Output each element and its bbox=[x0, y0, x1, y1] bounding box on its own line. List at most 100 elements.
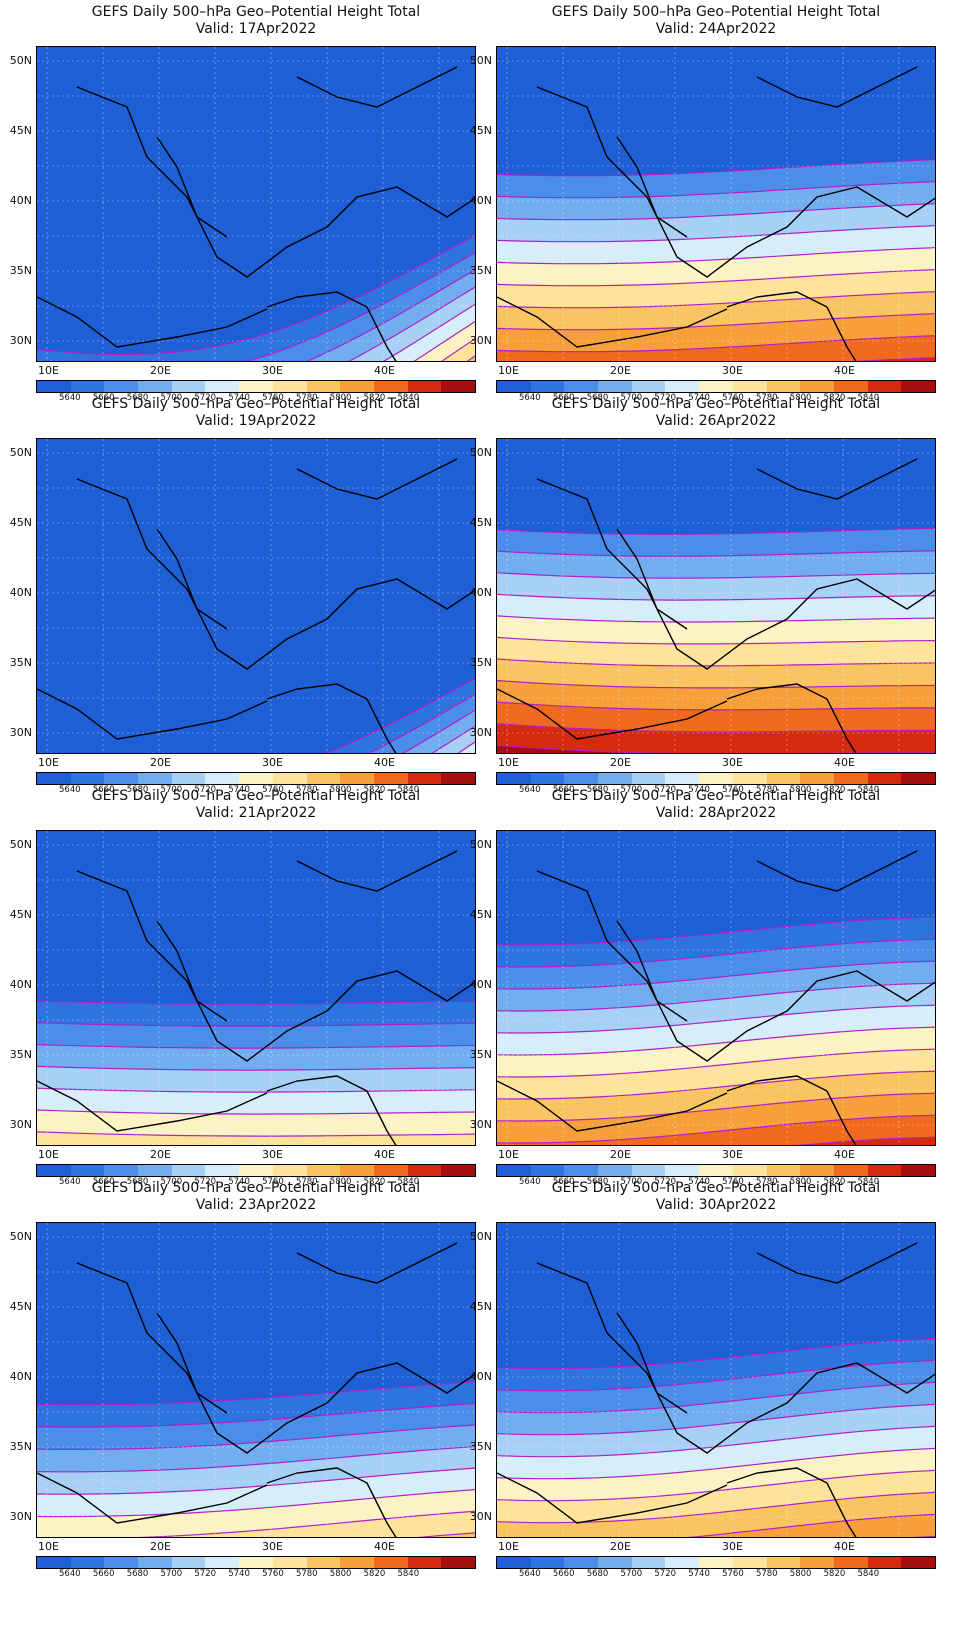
colorbar-label: 5640 bbox=[59, 785, 81, 795]
contour-line bbox=[497, 1359, 935, 1392]
map-panel: GEFS Daily 500–hPa Geo–Potential Height … bbox=[460, 392, 936, 795]
latitude-label: 50N bbox=[469, 838, 492, 851]
longitude-label: 20E bbox=[610, 1148, 631, 1161]
contour-line bbox=[368, 693, 475, 753]
colorbar-label: 5840 bbox=[397, 1569, 420, 1579]
colorbar-swatch bbox=[598, 773, 632, 784]
contour-line bbox=[37, 1087, 475, 1093]
contour-line bbox=[795, 1136, 935, 1145]
colorbar-label: 5740 bbox=[688, 785, 710, 795]
contour-line bbox=[37, 1044, 475, 1049]
colorbar-label: 5720 bbox=[654, 1177, 677, 1187]
colorbar-swatch bbox=[699, 1165, 733, 1176]
colorbar-label: 5720 bbox=[654, 785, 677, 795]
colorbar-label: 5660 bbox=[552, 785, 575, 795]
colorbar-swatch bbox=[867, 381, 902, 392]
colorbar-swatch bbox=[70, 381, 105, 392]
coastline bbox=[296, 66, 458, 108]
map-area bbox=[496, 438, 936, 754]
contour-line bbox=[348, 286, 475, 361]
contour-line bbox=[497, 181, 935, 199]
colorbar-swatch bbox=[104, 773, 139, 784]
contour-line bbox=[497, 723, 935, 733]
colorbar-swatch bbox=[766, 1557, 801, 1568]
latitude-label: 40N bbox=[9, 194, 32, 207]
colorbar-swatch bbox=[732, 1165, 767, 1176]
latitude-label: 30N bbox=[469, 334, 492, 347]
colorbar-swatch bbox=[631, 381, 666, 392]
colorbar-label: 5800 bbox=[789, 393, 812, 403]
colorbar-label: 5720 bbox=[194, 785, 217, 795]
latitude-label: 45N bbox=[469, 124, 492, 137]
colorbar-swatch bbox=[373, 1557, 408, 1568]
coastline bbox=[756, 850, 918, 892]
longitude-label: 20E bbox=[150, 756, 171, 769]
colorbar-swatch bbox=[239, 1557, 273, 1568]
coastline bbox=[296, 1242, 458, 1284]
contour-line bbox=[37, 1489, 475, 1518]
coastline bbox=[266, 683, 397, 753]
colorbar-swatch bbox=[732, 1557, 767, 1568]
colorbar-swatch bbox=[497, 773, 531, 784]
contour-line bbox=[497, 1004, 935, 1034]
colorbar-swatch bbox=[867, 773, 902, 784]
contour-line bbox=[37, 1109, 475, 1115]
latitude-label: 35N bbox=[9, 1440, 32, 1453]
contour-line bbox=[497, 269, 935, 287]
latitude-label: 40N bbox=[469, 978, 492, 991]
colorbar-swatch bbox=[665, 1165, 700, 1176]
latitude-label: 45N bbox=[9, 124, 32, 137]
latitude-label: 30N bbox=[9, 1510, 32, 1523]
latitude-label: 45N bbox=[469, 516, 492, 529]
longitude-label: 20E bbox=[150, 1148, 171, 1161]
colorbar-swatch bbox=[800, 1557, 834, 1568]
coastline bbox=[536, 870, 935, 1062]
latitude-label: 30N bbox=[469, 726, 492, 739]
panel-valid-date: Valid: 24Apr2022 bbox=[655, 21, 777, 37]
contour-line bbox=[402, 709, 475, 753]
colorbar-swatch bbox=[497, 1557, 531, 1568]
colorbar-swatch bbox=[867, 1557, 902, 1568]
latitude-label: 40N bbox=[9, 1370, 32, 1383]
colorbar-swatch bbox=[699, 381, 733, 392]
longitude-label: 10E bbox=[38, 364, 59, 377]
colorbar-swatch bbox=[138, 1165, 172, 1176]
contour-line bbox=[497, 916, 935, 946]
map-area bbox=[36, 438, 476, 754]
contour-line bbox=[37, 1467, 475, 1495]
contour-line bbox=[497, 572, 935, 579]
map-panel: GEFS Daily 500–hPa Geo–Potential Height … bbox=[0, 1176, 476, 1579]
coastline bbox=[536, 1262, 935, 1454]
map-area bbox=[36, 830, 476, 1146]
colorbar-swatch bbox=[441, 1557, 475, 1568]
contour-line bbox=[37, 234, 475, 356]
colorbar bbox=[496, 772, 936, 785]
height-field bbox=[497, 439, 935, 753]
colorbar-swatch bbox=[373, 1165, 408, 1176]
colorbar-label: 5800 bbox=[329, 1569, 352, 1579]
latitude-label: 40N bbox=[469, 194, 492, 207]
colorbar-label: 5840 bbox=[857, 785, 880, 795]
coastline bbox=[76, 86, 475, 278]
coastline bbox=[266, 291, 397, 361]
colorbar-label: 5760 bbox=[262, 393, 284, 403]
latitude-label: 35N bbox=[469, 1048, 492, 1061]
colorbar-label: 5680 bbox=[126, 1569, 149, 1579]
longitude-label: 20E bbox=[610, 1540, 631, 1553]
coastline bbox=[756, 66, 918, 108]
colorbar-swatch bbox=[699, 1557, 733, 1568]
contour-line bbox=[37, 1424, 475, 1450]
map-area bbox=[496, 830, 936, 1146]
colorbar-label: 5820 bbox=[823, 393, 846, 403]
coastline bbox=[497, 688, 728, 740]
panel-valid-date: Valid: 21Apr2022 bbox=[195, 805, 317, 821]
latitude-label: 30N bbox=[9, 334, 32, 347]
longitude-label: 30E bbox=[262, 364, 283, 377]
colorbar-label: 5840 bbox=[857, 1177, 880, 1187]
longitude-label: 30E bbox=[262, 1540, 283, 1553]
colorbar-label: 5640 bbox=[519, 393, 541, 403]
panel-valid-date: Valid: 30Apr2022 bbox=[655, 1197, 777, 1213]
coastline bbox=[536, 478, 935, 670]
longitude-label: 40E bbox=[834, 1148, 855, 1161]
panel-title: GEFS Daily 500–hPa Geo–Potential Height … bbox=[91, 396, 421, 412]
